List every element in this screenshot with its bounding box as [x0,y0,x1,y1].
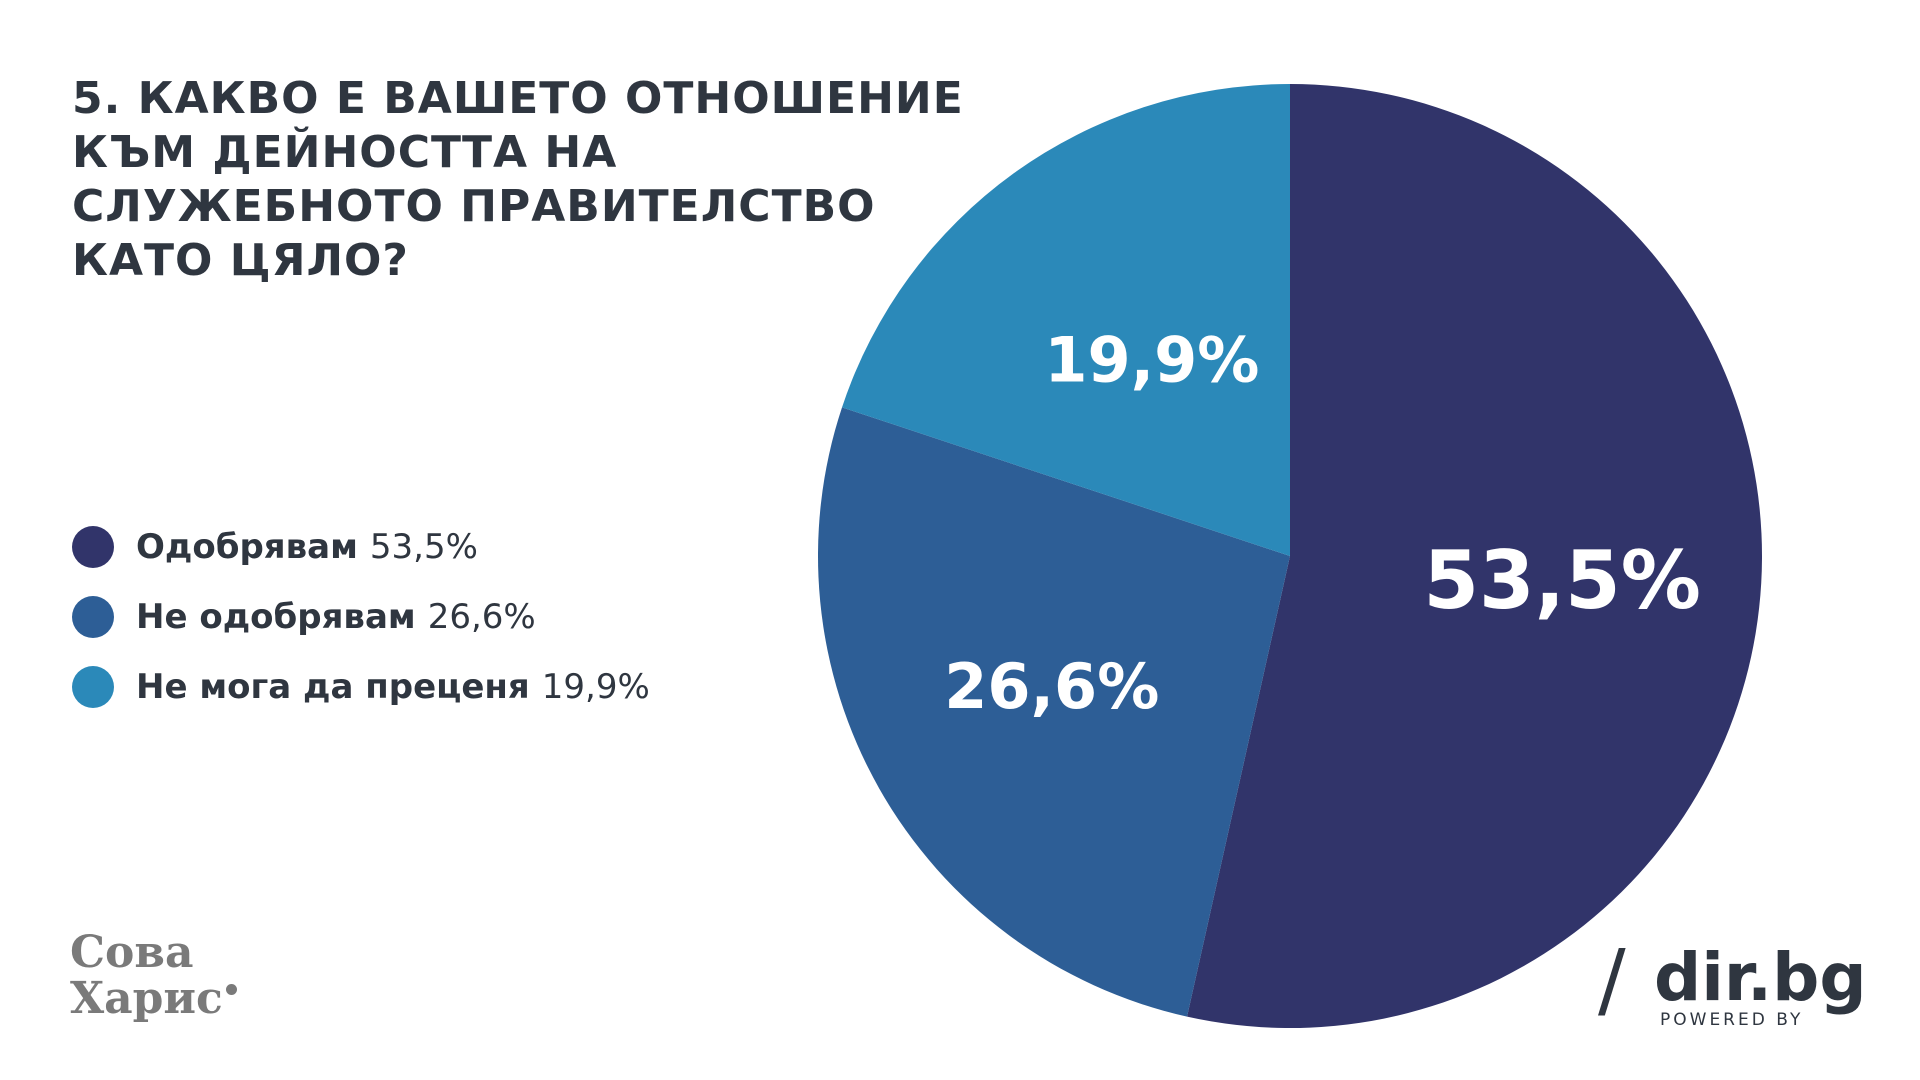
dir-logo-powered-by: POWERED BY [1660,1010,1804,1030]
title-line-2: КЪМ ДЕЙНОСТТА НА [72,127,618,178]
legend-value-undecided: 19,9% [541,667,650,707]
title-line-3: СЛУЖЕБНОТО ПРАВИТЕЛСТВО [72,181,876,232]
pie-label-disapprove: 26,6% [944,650,1159,723]
legend-label-undecided: Не мога да преценя [136,667,530,707]
sova-logo-line-2-text: Харис [70,973,223,1024]
pie-label-approve: 53,5% [1423,534,1701,627]
chart-title: 5. КАКВО Е ВАШЕТО ОТНОШЕНИЕ КЪМ ДЕЙНОСТТ… [72,72,972,288]
legend-value-disapprove: 26,6% [427,597,536,637]
legend-swatch-disapprove [72,596,114,638]
pie-label-undecided: 19,9% [1044,324,1259,397]
sova-logo-line-1: Сова [70,927,194,978]
legend-swatch-undecided [72,666,114,708]
legend-item-undecided: Не мога да преценя 19,9% [72,652,650,722]
legend-item-disapprove: Не одобрявам 26,6% [72,582,650,652]
pie-slice-approve [1187,84,1763,1029]
sova-logo-line-2: Харис [70,976,237,1022]
pie-slice-disapprove [818,407,1290,1017]
legend-item-approve: Одобрявам 53,5% [72,512,650,582]
legend-label-disapprove: Не одобрявам [136,597,416,637]
dir-bg-logo: / dir.bg POWERED BY [1598,933,1867,1036]
legend-label-approve: Одобрявам [136,527,358,567]
dir-logo-slash: / [1598,933,1626,1028]
sova-haris-logo: Сова Харис [70,930,237,1022]
legend-value-approve: 53,5% [369,527,478,567]
pie-slice-undecided [842,84,1290,556]
dir-logo-name: dir.bg [1654,939,1867,1016]
title-line-1: 5. КАКВО Е ВАШЕТО ОТНОШЕНИЕ [72,73,964,124]
sova-logo-dot [225,984,237,995]
legend-swatch-approve [72,526,114,568]
title-line-4: КАТО ЦЯЛО? [72,235,409,286]
chart-legend: Одобрявам 53,5% Не одобрявам 26,6% Не мо… [72,512,650,722]
